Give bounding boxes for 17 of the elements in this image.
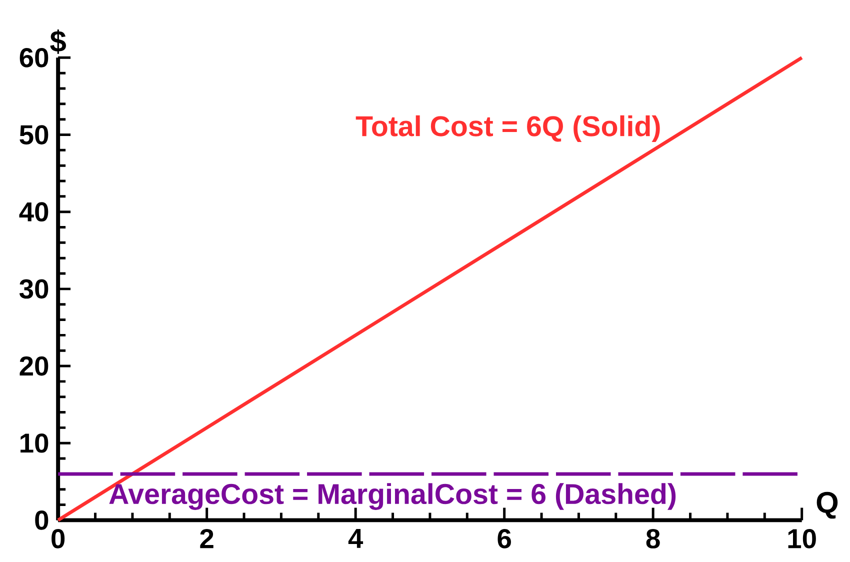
x-tick-label: 0 [52, 529, 65, 548]
y-tick-label: 50 [20, 125, 48, 144]
x-axis-title: Q [816, 492, 838, 519]
y-tick-label: 40 [19, 202, 48, 222]
x-tick-label: 6 [498, 529, 511, 548]
x-tick-label: 4 [348, 529, 364, 548]
series-label: Total Cost = 6Q (Solid) [356, 115, 660, 142]
x-tick-label: 2 [200, 529, 214, 548]
y-tick-label: 0 [35, 510, 48, 530]
y-tick-label: 60 [20, 48, 48, 68]
y-axis-title: $ [50, 29, 66, 54]
y-tick-label: 20 [20, 356, 48, 376]
x-tick-label: 8 [646, 529, 660, 548]
x-tick-label: 10 [788, 529, 816, 548]
y-tick-label: 30 [19, 279, 48, 299]
series-label: AverageCost = MarginalCost = 6 (Dashed) [109, 483, 676, 510]
y-tick-label: 10 [20, 433, 48, 453]
